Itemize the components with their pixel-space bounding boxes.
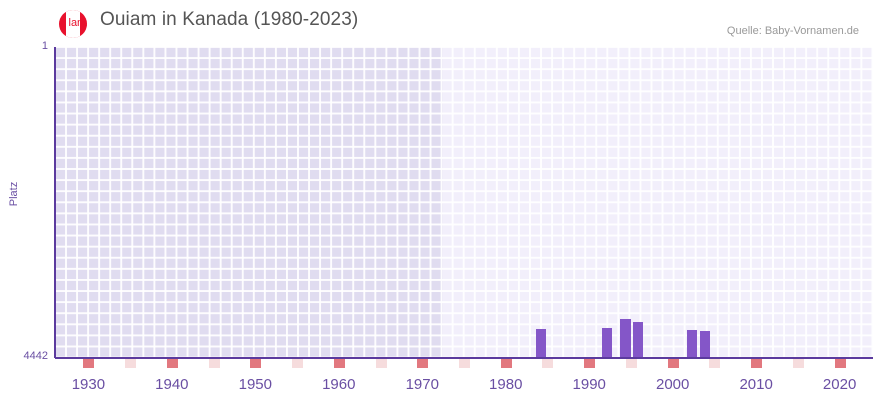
x-tick-marker-1985 <box>542 359 554 368</box>
x-axis-label-1930: 1930 <box>71 376 106 393</box>
bar-1998[interactable] <box>602 328 612 358</box>
bar-1999[interactable] <box>620 319 631 358</box>
x-tick-marker-1945 <box>208 359 220 368</box>
x-tick-marker-1965 <box>375 359 387 368</box>
y-axis-tick-bottom: 4442 <box>23 350 48 362</box>
y-axis-title: Platz <box>8 181 20 207</box>
bar-2008[interactable] <box>700 331 710 358</box>
x-tick-marker-1995 <box>625 359 637 368</box>
x-axis-label-2000: 2000 <box>655 376 690 393</box>
x-axis-label-1970: 1970 <box>405 376 439 393</box>
x-tick-marker-1930 <box>83 359 95 368</box>
x-tick-marker-1940 <box>166 359 178 368</box>
x-axis-label-1950: 1950 <box>238 376 272 393</box>
x-tick-marker-2010 <box>751 359 763 368</box>
source-attribution: Quelle: Baby-Vornamen.de <box>726 25 859 37</box>
x-tick-marker-1955 <box>292 359 304 368</box>
page-title: Ouiam in Kanada (1980-2023) <box>100 9 359 30</box>
x-axis-label-1940: 1940 <box>155 376 189 393</box>
bar-2000[interactable] <box>633 322 643 358</box>
x-tick-marker-1960 <box>333 359 345 368</box>
x-axis-label-1980: 1980 <box>489 376 523 393</box>
x-tick-marker-1950 <box>250 359 262 368</box>
bar-1988[interactable] <box>536 329 546 358</box>
bar-2007[interactable] <box>687 330 697 358</box>
x-tick-marker-1990 <box>584 359 596 368</box>
x-tick-marker-1975 <box>459 359 470 368</box>
chart-header: land; Ouiam in Kanada (1980-2023) Quelle… <box>0 0 873 46</box>
x-tick-marker-1980 <box>500 359 512 368</box>
x-tick-marker-1935 <box>125 359 137 368</box>
flag-white-band <box>66 10 80 38</box>
x-tick-marker-2020 <box>834 359 846 368</box>
x-axis-label-1960: 1960 <box>322 376 356 393</box>
canada-flag-icon: land; <box>59 10 87 38</box>
x-tick-marker-1970 <box>417 359 429 368</box>
x-tick-marker-2015 <box>792 359 804 368</box>
x-tick-marker-2000 <box>667 359 679 368</box>
x-tick-marker-2005 <box>709 359 721 368</box>
x-axis-line <box>55 357 873 359</box>
x-axis-label-2020: 2020 <box>822 376 857 393</box>
x-axis-label-1990: 1990 <box>572 376 606 393</box>
plot-gridlines <box>55 47 873 358</box>
y-axis-tick-top: 1 <box>41 40 48 52</box>
plot-area <box>55 47 873 358</box>
x-axis-label-2010: 2010 <box>739 376 773 393</box>
maple-leaf-icon: land; <box>68 17 88 29</box>
y-axis-line <box>54 47 56 358</box>
